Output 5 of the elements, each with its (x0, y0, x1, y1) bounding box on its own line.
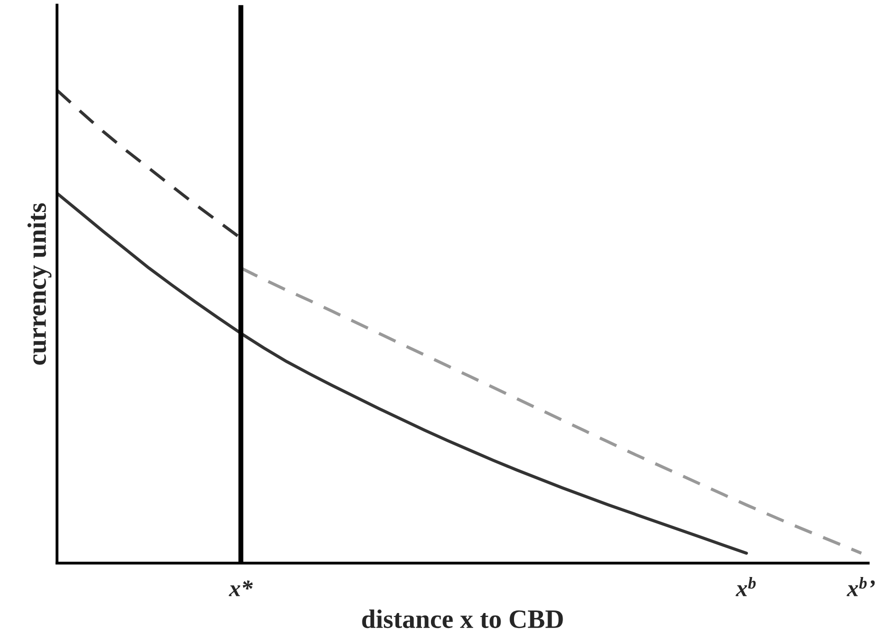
x-tick-label: x$^{b}$ (736, 577, 756, 596)
x-axis-title: distance x to CBD (362, 610, 563, 628)
x-tick-label: x* (228, 580, 253, 596)
y-axis-title: currency units (27, 203, 52, 365)
x-tick-label: x$^{b}$’ (846, 577, 875, 596)
